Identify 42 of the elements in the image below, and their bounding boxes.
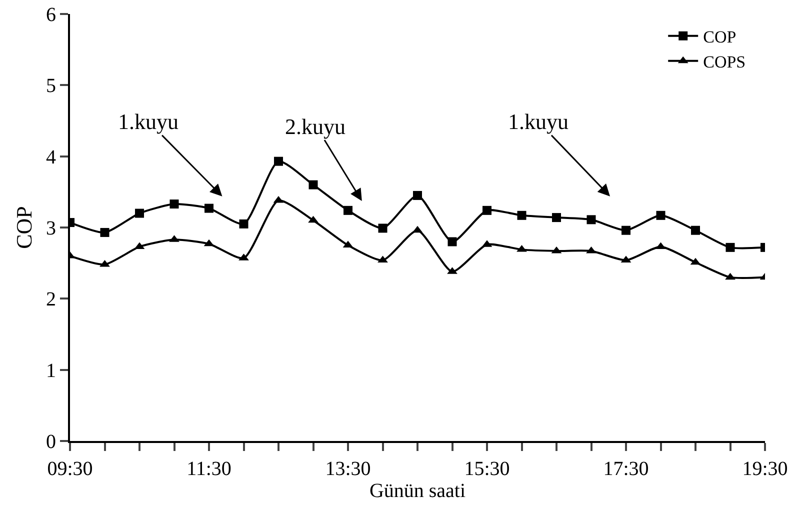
point — [552, 213, 561, 222]
legend-label: COPS — [703, 52, 746, 72]
point — [204, 204, 214, 213]
annotation: 2.kuyu — [285, 114, 346, 139]
annotation: 1.kuyu — [508, 109, 568, 134]
point — [586, 215, 596, 224]
point — [725, 272, 736, 280]
y-tick-label: 4 — [46, 146, 56, 168]
point — [656, 210, 666, 220]
x-tick-label: 11:30 — [186, 458, 232, 480]
y-tick-label: 6 — [46, 4, 56, 26]
point — [344, 206, 352, 215]
x-axis-title: Günün saati — [369, 480, 466, 502]
point — [482, 206, 492, 215]
point — [691, 226, 700, 235]
x-tick-label: 13:30 — [325, 458, 371, 480]
y-tick-label: 5 — [46, 75, 56, 98]
point — [413, 190, 422, 200]
y-tick-label: 1 — [46, 360, 56, 382]
y-axis-title: COP — [11, 206, 36, 249]
point — [170, 200, 179, 209]
x-tick-label: 19:30 — [742, 458, 788, 480]
x-tick-label: 17:30 — [603, 458, 649, 480]
point — [517, 210, 526, 220]
y-tick-label: 0 — [46, 431, 56, 453]
point — [274, 156, 283, 166]
point — [448, 237, 457, 246]
x-tick-label: 09:30 — [47, 458, 93, 480]
x-tick-label: 15:30 — [464, 458, 510, 480]
legend-label: COP — [703, 27, 736, 46]
point — [622, 226, 630, 235]
point — [308, 216, 318, 223]
point — [378, 224, 388, 233]
point — [239, 219, 248, 228]
point — [100, 228, 110, 237]
point — [586, 246, 596, 254]
point — [726, 242, 735, 252]
point — [135, 208, 144, 218]
point — [308, 180, 318, 190]
annotation: 1.kuyu — [118, 109, 178, 134]
y-tick-label: 2 — [46, 288, 56, 311]
y-tick-label: 3 — [46, 218, 56, 240]
